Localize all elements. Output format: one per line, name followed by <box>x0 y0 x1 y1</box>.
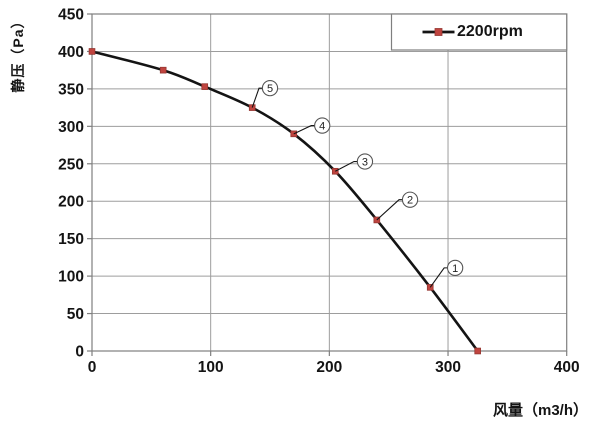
y-tick-label: 350 <box>58 81 84 98</box>
annotation-number: 4 <box>319 121 325 133</box>
legend-marker-sample <box>434 28 443 36</box>
annotation-number: 5 <box>267 83 273 95</box>
x-tick-label: 0 <box>88 359 97 376</box>
annotation-number: 1 <box>452 263 458 275</box>
annotation-number: 2 <box>407 195 413 207</box>
annotation-circle <box>314 117 331 134</box>
annotation-leader <box>251 87 263 108</box>
x-tick-label: 100 <box>198 359 224 376</box>
annotation-leader <box>335 160 358 172</box>
annotation-leader <box>429 267 448 288</box>
y-tick-label: 0 <box>75 344 84 361</box>
x-tick-label: 400 <box>554 359 580 376</box>
y-tick-label: 150 <box>58 231 84 248</box>
legend-box <box>390 13 568 51</box>
data-point-marker <box>290 130 298 138</box>
y-tick-label: 250 <box>58 156 84 173</box>
x-axis-title: 风量（m3/h） <box>492 402 588 419</box>
annotation-circle <box>446 259 464 277</box>
y-axis-title: 静压（Pa） <box>10 13 26 93</box>
annotation-circle <box>261 79 279 97</box>
data-point-marker <box>474 347 481 355</box>
y-tick-label: 50 <box>67 306 84 323</box>
annotation-circle <box>356 153 374 170</box>
y-tick-label: 200 <box>58 194 84 211</box>
data-point-marker <box>201 83 209 90</box>
x-tick-label: 200 <box>316 359 342 376</box>
legend-series-label: 2200rpm <box>457 23 523 40</box>
annotation-number: 3 <box>362 157 368 169</box>
y-tick-label: 300 <box>58 119 84 136</box>
data-point-marker <box>88 48 96 55</box>
data-point-marker <box>159 66 167 74</box>
y-tick-label: 450 <box>58 7 84 24</box>
x-tick-label: 300 <box>435 359 461 376</box>
y-tick-label: 400 <box>58 44 84 61</box>
y-tick-label: 100 <box>58 269 84 286</box>
annotation-leader <box>376 199 403 221</box>
annotation-circle <box>401 191 419 208</box>
annotation-leader <box>293 125 315 135</box>
